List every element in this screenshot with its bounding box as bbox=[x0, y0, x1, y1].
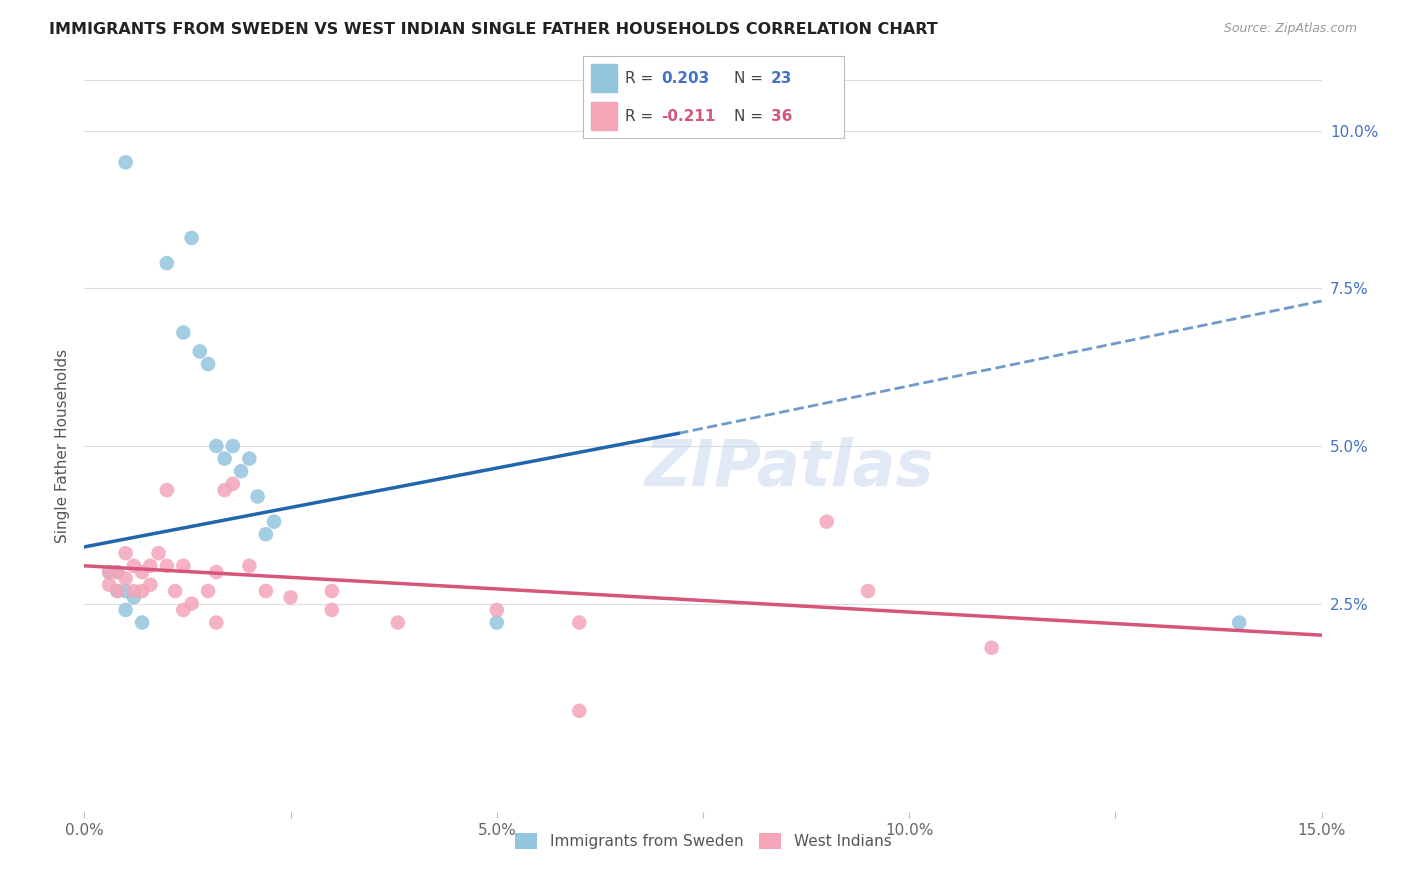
Text: R =: R = bbox=[626, 70, 658, 86]
Point bbox=[122, 591, 145, 605]
Point bbox=[122, 558, 145, 573]
Point bbox=[485, 615, 508, 630]
Point bbox=[387, 615, 409, 630]
Point bbox=[105, 565, 128, 579]
Point bbox=[131, 565, 153, 579]
Point bbox=[197, 357, 219, 371]
Point bbox=[172, 603, 194, 617]
Point bbox=[321, 584, 343, 599]
Point bbox=[222, 476, 245, 491]
Point bbox=[114, 603, 136, 617]
Text: ZIPatlas: ZIPatlas bbox=[645, 437, 935, 499]
Point bbox=[246, 490, 269, 504]
Point bbox=[139, 558, 162, 573]
Point bbox=[280, 591, 302, 605]
Point bbox=[156, 558, 179, 573]
Point bbox=[131, 615, 153, 630]
Text: R =: R = bbox=[626, 109, 658, 124]
Point bbox=[815, 515, 838, 529]
Point bbox=[197, 584, 219, 599]
Point bbox=[98, 578, 121, 592]
Point bbox=[205, 565, 228, 579]
Point bbox=[98, 565, 121, 579]
Point bbox=[229, 464, 252, 478]
Point bbox=[856, 584, 879, 599]
Point bbox=[188, 344, 211, 359]
Point bbox=[568, 704, 591, 718]
Text: N =: N = bbox=[734, 70, 768, 86]
Point bbox=[1227, 615, 1250, 630]
Point bbox=[214, 483, 236, 497]
Text: 0.203: 0.203 bbox=[662, 70, 710, 86]
Text: Source: ZipAtlas.com: Source: ZipAtlas.com bbox=[1223, 22, 1357, 36]
Bar bbox=[592, 64, 617, 92]
Point bbox=[122, 584, 145, 599]
Point bbox=[114, 571, 136, 585]
Point bbox=[98, 565, 121, 579]
Point bbox=[105, 584, 128, 599]
Text: IMMIGRANTS FROM SWEDEN VS WEST INDIAN SINGLE FATHER HOUSEHOLDS CORRELATION CHART: IMMIGRANTS FROM SWEDEN VS WEST INDIAN SI… bbox=[49, 22, 938, 37]
Point bbox=[172, 326, 194, 340]
Point bbox=[568, 615, 591, 630]
Point bbox=[114, 584, 136, 599]
Point bbox=[238, 558, 260, 573]
Point bbox=[131, 584, 153, 599]
Legend: Immigrants from Sweden, West Indians: Immigrants from Sweden, West Indians bbox=[509, 827, 897, 855]
Point bbox=[238, 451, 260, 466]
Point bbox=[105, 565, 128, 579]
Point bbox=[254, 584, 277, 599]
Point bbox=[254, 527, 277, 541]
Text: N =: N = bbox=[734, 109, 768, 124]
Point bbox=[139, 578, 162, 592]
Point bbox=[263, 515, 285, 529]
Point bbox=[205, 439, 228, 453]
Text: 23: 23 bbox=[770, 70, 792, 86]
Point bbox=[485, 603, 508, 617]
Point bbox=[321, 603, 343, 617]
Y-axis label: Single Father Households: Single Father Households bbox=[55, 349, 70, 543]
Point bbox=[172, 558, 194, 573]
Point bbox=[148, 546, 170, 560]
Point bbox=[156, 256, 179, 270]
Text: 36: 36 bbox=[770, 109, 792, 124]
Point bbox=[105, 584, 128, 599]
Point bbox=[156, 483, 179, 497]
Point bbox=[114, 155, 136, 169]
Point bbox=[180, 231, 202, 245]
Point bbox=[222, 439, 245, 453]
Point bbox=[114, 546, 136, 560]
Bar bbox=[592, 103, 617, 130]
Point bbox=[180, 597, 202, 611]
Text: -0.211: -0.211 bbox=[662, 109, 716, 124]
Point bbox=[165, 584, 187, 599]
Point bbox=[214, 451, 236, 466]
Point bbox=[980, 640, 1002, 655]
Point bbox=[205, 615, 228, 630]
